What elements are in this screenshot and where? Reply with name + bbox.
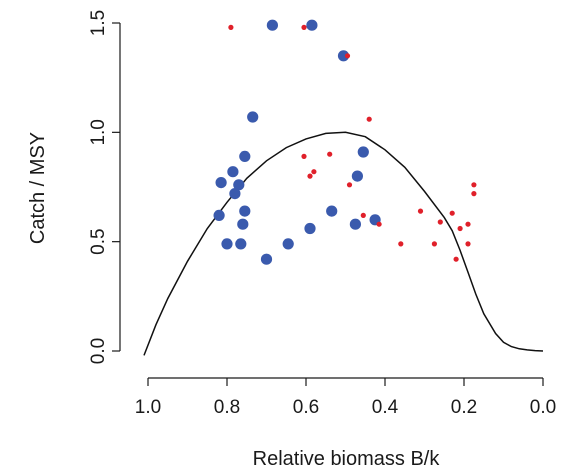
large-data-point [237,218,249,230]
small-data-point [346,182,353,188]
curve-layer [143,131,544,356]
small-data-point [417,208,424,214]
small-data-point [301,153,307,159]
large-data-point [247,111,259,123]
small-data-point [366,116,372,122]
large-data-point [221,238,233,250]
x-tick-label: 0.6 [293,397,319,418]
small-data-point [398,241,404,247]
large-data-point [326,205,338,217]
small-data-point [327,151,333,157]
x-tick-label: 0.8 [214,397,240,418]
y-tick-label: 0.0 [88,338,109,364]
large-data-point [227,166,239,178]
small-data-point [453,256,459,262]
small-data-point [311,169,317,175]
large-data-point [233,179,245,191]
large-data-point [337,50,350,62]
x-axis-label: Relative biomass B/k [253,448,441,469]
y-axis-label: Catch / MSY [27,132,49,244]
small-data-point [228,24,234,30]
large-data-point [282,238,294,250]
large-data-point [213,209,225,221]
large-data-point [229,188,241,200]
large-data-point [306,19,318,31]
small-data-point [465,241,471,247]
small-data-point [344,53,351,59]
y-tick-label: 1.0 [88,119,109,145]
x-tick-label: 1.0 [135,397,161,418]
large-data-point [349,218,361,230]
axes-group: 1.0 0.8 0.6 0.4 0.2 0.0 0.0 0.5 1.0 1.5 [88,10,556,418]
large-data-point [239,205,251,217]
large-data-point [215,177,227,189]
small-data-point [376,221,382,227]
large-data-point [357,146,369,158]
y-tick-label: 1.5 [88,10,109,36]
small-data-point [457,225,463,232]
small-data-point [449,210,455,216]
x-tick-label: 0.0 [530,397,556,418]
small-data-point [465,221,471,227]
large-data-point [260,253,273,265]
model-curve [143,131,544,356]
small-data-point [301,24,307,30]
small-data-point [307,173,313,179]
small-data-point [360,212,366,218]
large-data-point [266,19,278,31]
large-data-point [239,150,251,162]
large-data-point [304,222,316,235]
small-data-point [471,182,477,188]
large-data-point [235,238,247,250]
y-tick-label: 0.5 [88,228,109,254]
x-tick-label: 0.4 [372,397,399,418]
points-layer [213,19,477,265]
small-data-point [431,241,437,247]
small-data-point [437,219,443,225]
large-data-point [351,170,363,182]
small-data-point [471,191,477,197]
x-tick-label: 0.2 [451,397,477,418]
